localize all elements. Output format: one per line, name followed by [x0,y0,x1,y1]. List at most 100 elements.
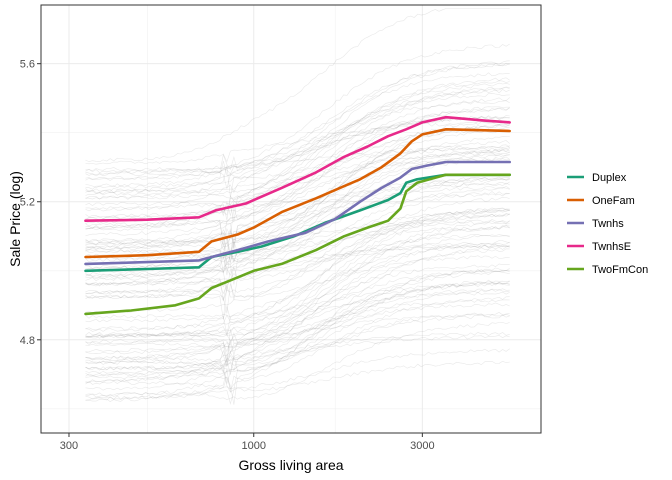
background-line [85,154,510,286]
x-tick-label: 300 [60,440,78,452]
background-line [85,62,510,229]
background-line [85,147,510,173]
legend-label-duplex: Duplex [592,172,627,184]
background-line [85,225,510,360]
background-line [85,106,510,257]
y-tick-label: 5.2 [20,197,35,209]
background-line [85,267,510,401]
y-axis: 4.8 5.2 5.6 [20,59,41,347]
background-line [85,144,510,189]
background-line [85,185,510,249]
background-line [85,176,510,250]
legend-label-onefam: OneFam [592,195,635,207]
background-line [85,100,510,180]
background-line [85,281,510,363]
background-line [85,244,510,300]
background-line [85,208,510,361]
background-line [85,241,510,291]
background-line [85,269,510,398]
panel-border [40,4,542,434]
background-line [85,312,510,367]
background-line [85,244,510,335]
x-axis-title: Gross living area [238,457,343,473]
background-line [85,289,510,393]
background-line [85,234,510,383]
background-line [85,181,510,276]
background-line [85,270,510,376]
background-line [85,192,510,256]
background-line [85,43,510,188]
background-line [85,281,510,339]
background-line [85,282,510,319]
background-line [85,207,510,314]
x-axis: 300 1000 3000 [60,433,435,452]
background-line [85,224,510,368]
background-line [85,140,510,241]
background-line [85,148,510,254]
background-line [85,62,510,176]
background-line [85,302,510,358]
background-line [85,207,510,345]
series-line-twnhs [84,160,511,266]
background-line [85,209,510,339]
grid [41,5,541,433]
background-line [85,360,510,392]
background-line [85,348,510,405]
background-line [85,322,510,400]
y-tick-label: 5.6 [20,59,35,71]
background-line [85,331,510,375]
background-line [85,263,510,323]
background-line [85,116,510,195]
y-axis-title: Sale Price (log) [7,171,23,267]
background-line [85,213,510,302]
background-line [85,220,510,256]
background-line [85,255,510,320]
background-line [85,151,510,196]
background-line [85,335,510,374]
background-line [85,124,510,286]
background-line [85,97,510,229]
background-line [85,176,510,245]
background-line [85,222,510,383]
background-line [85,8,510,163]
background-line [85,149,510,269]
legend-label-twnhs: Twnhs [592,218,624,230]
background-line [85,191,510,314]
background-line [85,92,510,200]
background-line [85,245,510,402]
background-line [85,233,510,288]
legend: Duplex OneFam Twnhs TwnhsE TwoFmCon [567,172,648,276]
background-line [85,282,510,377]
x-tick-label: 1000 [242,440,266,452]
background-line [85,291,510,331]
background-line [85,107,510,248]
background-line [85,196,510,338]
background-line [85,106,510,199]
series-line-twofmcon [84,173,511,316]
background-line [85,296,510,405]
background-line [85,182,510,207]
background-line [85,72,510,181]
legend-label-twofmcon: TwoFmCon [592,264,648,276]
background-line [85,213,510,342]
background-line [85,240,510,391]
x-tick-label: 3000 [410,440,434,452]
background-line [85,145,510,243]
background-line [85,89,510,210]
background-line [85,279,510,385]
background-line [85,121,510,165]
background-line [85,288,510,354]
background-line [85,148,510,295]
background-line [85,177,510,263]
background-line [85,80,510,232]
background-line [85,299,510,364]
series-line-twnhse [84,115,511,222]
background-line [85,269,510,338]
background-line [85,248,510,349]
series-lines [84,115,511,316]
background-line [85,77,510,217]
background-line [85,129,510,280]
background-line [85,153,510,278]
background-line [85,86,510,227]
